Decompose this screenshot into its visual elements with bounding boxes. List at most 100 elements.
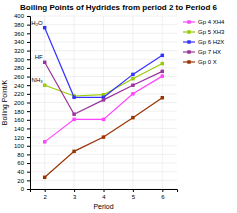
tick: 240 xyxy=(14,83,30,89)
tick-label: 20 xyxy=(17,178,24,184)
legend-label: Gp 0 X xyxy=(198,59,217,65)
tick-label: 3 xyxy=(73,194,77,200)
tick-mark xyxy=(27,103,30,104)
marker xyxy=(72,118,75,121)
tick-label: 2 xyxy=(44,194,48,200)
tick-label: 160 xyxy=(14,117,25,123)
tick-mark xyxy=(27,137,30,138)
tick: 100 xyxy=(14,143,30,149)
tick: 260 xyxy=(14,74,30,80)
tick: 360 xyxy=(14,31,30,37)
legend-marker xyxy=(187,40,190,43)
marker xyxy=(43,61,46,64)
legend-item: Gp 7 HX xyxy=(183,49,221,55)
tick-mark xyxy=(27,180,30,181)
grid-line xyxy=(74,16,75,189)
series-line xyxy=(45,98,163,178)
tick: 320 xyxy=(14,48,30,54)
marker xyxy=(72,150,75,153)
tick-label: 340 xyxy=(14,39,25,45)
marker xyxy=(102,135,105,138)
legend-item: Gp 5 XH3 xyxy=(183,29,225,35)
marker xyxy=(72,96,75,99)
marker xyxy=(131,92,134,95)
marker xyxy=(43,26,46,29)
tick-mark xyxy=(27,94,30,95)
y-axis: 0204060801001201401601802002202402602803… xyxy=(14,13,31,192)
grid xyxy=(30,16,177,189)
marker xyxy=(131,77,134,80)
tick: 2 xyxy=(44,189,48,200)
tick-label: 4 xyxy=(102,194,106,200)
tick-mark xyxy=(27,163,30,164)
tick-mark xyxy=(27,77,30,78)
marker xyxy=(102,118,105,121)
axis-line xyxy=(27,17,31,190)
tick-mark xyxy=(162,189,163,192)
tick-mark xyxy=(27,128,30,129)
x-axis-title: Period xyxy=(93,203,113,210)
tick-label: 40 xyxy=(17,169,24,175)
marker xyxy=(43,176,46,179)
tick: 280 xyxy=(14,65,30,71)
marker xyxy=(72,112,75,115)
marker xyxy=(43,83,46,86)
tick: 60 xyxy=(17,160,30,166)
legend: Gp 4 XH4 Gp 5 XH3 Gp 6 H2X Gp 7 HX Gp 0 X xyxy=(183,19,225,65)
legend-marker xyxy=(187,50,190,53)
marker xyxy=(161,96,164,99)
tick-label: 320 xyxy=(14,48,25,54)
legend-marker xyxy=(187,20,190,23)
tick: 20 xyxy=(17,178,30,184)
y-axis-title: Boiling Point/K xyxy=(1,79,9,125)
tick-mark xyxy=(27,51,30,52)
tick-label: 5 xyxy=(132,194,136,200)
marker xyxy=(161,74,164,77)
tick: 140 xyxy=(14,126,30,132)
legend-marker xyxy=(187,60,190,63)
legend-item: Gp 6 H2X xyxy=(183,39,224,45)
tick-mark xyxy=(27,16,30,17)
legend-item: Gp 4 XH4 xyxy=(183,19,225,25)
legend-label: Gp 4 XH4 xyxy=(198,19,225,25)
series-line xyxy=(45,28,163,98)
annotations: H₂OHFNH₃ xyxy=(31,20,43,84)
marker xyxy=(102,98,105,101)
tick-label: 260 xyxy=(14,74,25,80)
tick-label: 380 xyxy=(14,22,25,28)
tick: 200 xyxy=(14,100,30,106)
tick-mark xyxy=(27,85,30,86)
tick: 180 xyxy=(14,109,30,115)
legend-label: Gp 6 H2X xyxy=(198,39,224,45)
legend-marker xyxy=(187,30,190,33)
legend-item: Gp 0 X xyxy=(183,59,217,65)
marker xyxy=(161,62,164,65)
tick-mark xyxy=(27,42,30,43)
annotation: NH₃ xyxy=(32,77,44,83)
tick-mark xyxy=(27,111,30,112)
tick: 380 xyxy=(14,22,30,28)
tick-label: 360 xyxy=(14,31,25,37)
legend-label: Gp 5 XH3 xyxy=(198,29,225,35)
chart: 2345602040608010012014016018020022024026… xyxy=(0,0,237,213)
tick: 340 xyxy=(14,39,30,45)
tick-mark xyxy=(27,68,30,69)
grid-line xyxy=(132,16,133,189)
series-line xyxy=(45,62,163,114)
tick-label: 300 xyxy=(14,57,25,63)
tick-label: 180 xyxy=(14,109,25,115)
tick-mark xyxy=(27,172,30,173)
grid-line xyxy=(162,16,163,189)
tick-mark xyxy=(45,189,46,192)
tick: 300 xyxy=(14,57,30,63)
tick: 160 xyxy=(14,117,30,123)
tick-label: 200 xyxy=(14,100,25,106)
tick: 120 xyxy=(14,135,30,141)
marker xyxy=(131,116,134,119)
tick-label: 240 xyxy=(14,83,25,89)
marker xyxy=(43,140,46,143)
tick: 400 xyxy=(14,13,30,19)
tick-label: 6 xyxy=(161,194,165,200)
title: Boiling Points of Hydrides from period 2… xyxy=(20,3,217,12)
tick-label: 80 xyxy=(17,152,24,158)
